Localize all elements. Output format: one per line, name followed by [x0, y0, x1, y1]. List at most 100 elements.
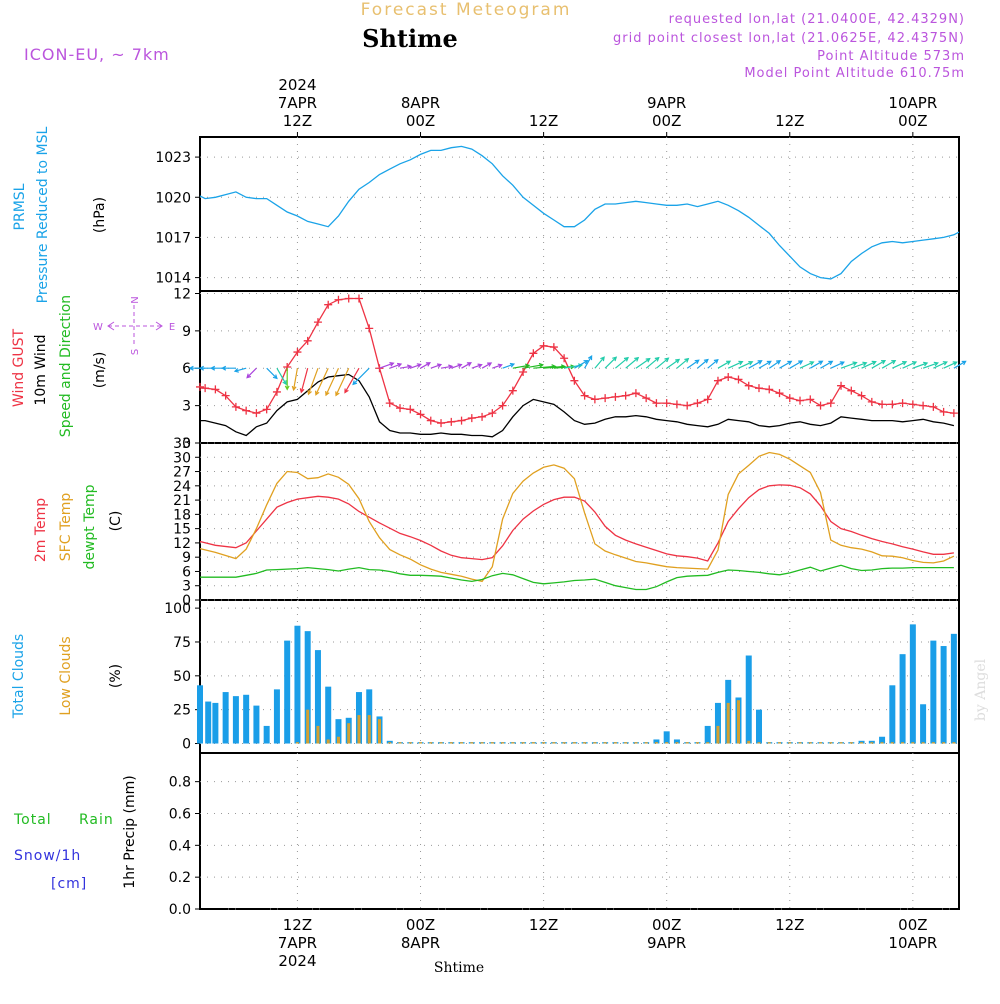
bar-low-clouds — [675, 742, 679, 744]
gust-marker — [478, 412, 487, 421]
gust-marker — [406, 405, 415, 414]
wind-arrow — [335, 367, 350, 397]
bar-total-clouds — [909, 624, 916, 744]
gust-marker — [313, 318, 322, 327]
compass-south: S — [130, 349, 141, 355]
time-label-top: 12Z — [529, 112, 558, 130]
time-label-bottom: 12Z — [775, 916, 804, 934]
wind-arrow — [299, 368, 309, 394]
y-tick-label: 0 — [182, 593, 191, 609]
gust-marker — [354, 294, 363, 303]
gust-marker — [590, 395, 599, 404]
bar-low-clouds — [449, 742, 453, 744]
clouds-unit: (%) — [108, 664, 124, 688]
wind-arrow — [656, 357, 670, 369]
wind-arrow — [902, 361, 918, 369]
time-label-top: 2024 — [278, 76, 316, 94]
bar-total-clouds — [653, 739, 660, 744]
bar-total-clouds — [222, 692, 229, 744]
gust-marker — [416, 410, 425, 419]
bar-total-clouds — [232, 696, 239, 744]
gust-marker — [652, 399, 661, 408]
gust-marker — [252, 409, 261, 418]
wind-arrow — [615, 356, 629, 369]
bar-low-clouds — [911, 742, 915, 744]
precip-total-label: Total — [13, 812, 52, 828]
gust-marker — [724, 372, 733, 381]
y-tick-label: 1023 — [155, 150, 191, 166]
wind-arrow — [291, 368, 298, 392]
bar-total-clouds — [673, 739, 680, 744]
time-label-bottom: 12Z — [283, 916, 312, 934]
gust-marker — [201, 384, 210, 393]
wind-arrow — [830, 361, 845, 369]
pressure-unit: (hPa) — [92, 197, 108, 233]
bar-low-clouds — [542, 742, 546, 744]
gust-marker — [457, 416, 466, 425]
time-label-bottom: 00Z — [652, 916, 681, 934]
bar-total-clouds — [386, 740, 393, 744]
wind-arrow — [707, 359, 719, 369]
gust-marker — [570, 376, 579, 385]
wind-arrow — [420, 362, 431, 369]
y-tick-label: 1020 — [155, 190, 191, 206]
wind-arrow — [307, 367, 319, 396]
bar-low-clouds — [593, 742, 597, 744]
gust-marker — [601, 394, 610, 403]
wind-arrow — [892, 361, 908, 369]
wind-arrow — [233, 367, 247, 373]
wind-arrow — [594, 356, 605, 369]
gust-marker — [447, 417, 456, 426]
wind-arrow — [344, 367, 360, 394]
wind-arrow — [604, 356, 618, 369]
bar-total-clouds — [663, 731, 670, 744]
y-tick-label: 100 — [164, 601, 191, 617]
y-tick-label: 0 — [182, 436, 191, 452]
y-tick-label: 18 — [173, 507, 191, 523]
bar-low-clouds — [501, 742, 505, 744]
bar-low-clouds — [901, 742, 905, 744]
compass-north: N — [130, 296, 141, 303]
y-tick-label: 3 — [182, 399, 191, 415]
bar-low-clouds — [470, 742, 474, 744]
gust-marker — [662, 399, 671, 408]
bar-total-clouds — [930, 640, 937, 744]
bar-low-clouds — [716, 725, 720, 744]
bar-total-clouds — [868, 740, 875, 744]
bar-low-clouds — [624, 742, 628, 744]
wind-arrow — [933, 361, 948, 369]
model-point-altitude: Model Point Altitude 610.75m — [744, 66, 965, 81]
y-tick-label: 12 — [173, 536, 191, 552]
bar-low-clouds — [890, 742, 894, 744]
gust-marker — [683, 401, 692, 410]
bar-total-clouds — [704, 725, 711, 744]
time-label-bottom: 2024 — [278, 952, 316, 970]
wind-arrow — [912, 361, 929, 369]
wind-arrow — [492, 363, 503, 369]
wind-arrow — [221, 365, 236, 371]
time-label-top: 12Z — [775, 112, 804, 130]
time-label-top: 00Z — [898, 112, 927, 130]
wind-arrow — [799, 361, 815, 369]
gust-marker — [488, 409, 497, 418]
grid-lines — [200, 137, 959, 910]
gust-marker — [396, 404, 405, 413]
wind-arrow — [738, 361, 754, 369]
bar-total-clouds — [889, 685, 896, 744]
gust-marker — [754, 384, 763, 393]
bar-total-clouds — [714, 702, 721, 744]
bar-low-clouds — [931, 742, 935, 744]
bar-low-clouds — [357, 715, 361, 744]
bar-total-clouds — [940, 646, 947, 744]
wind-arrow — [861, 360, 877, 369]
low-clouds-label: Low Clouds — [58, 636, 74, 715]
bar-low-clouds — [747, 740, 751, 744]
y-tick-label: 30 — [173, 450, 191, 466]
wind-arrow — [645, 356, 660, 369]
time-label-bottom: 10APR — [888, 934, 937, 952]
wind-arrow — [717, 360, 732, 369]
y-tick-label: 21 — [173, 493, 191, 509]
y-tick-label: 12 — [173, 286, 191, 302]
wind-arrow — [881, 359, 897, 369]
